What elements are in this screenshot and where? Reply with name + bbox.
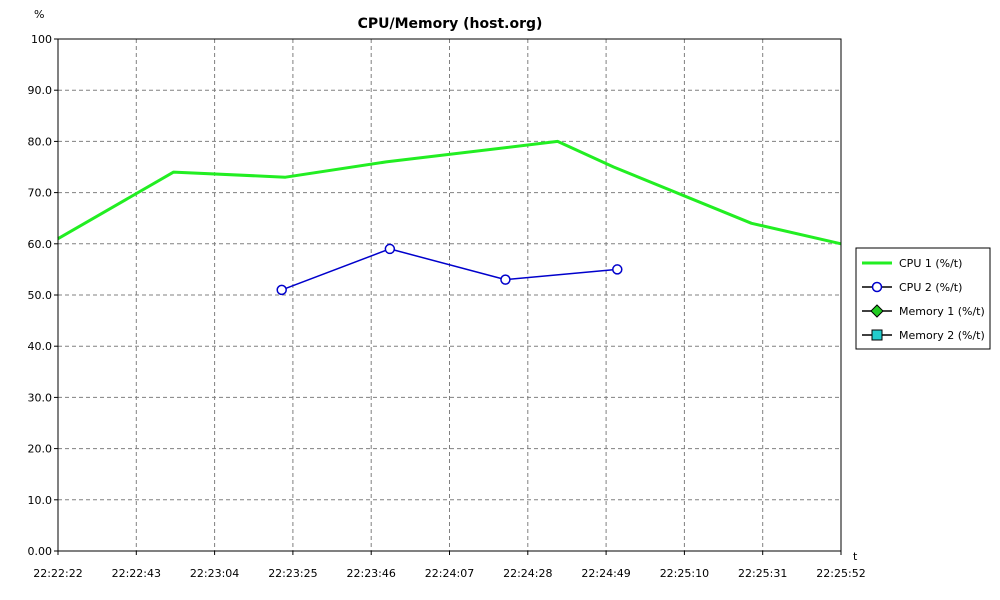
legend-swatch-marker — [871, 329, 883, 341]
axes: 0.00 10.0 20.0 30.0 40.0 50.0 60.0 70.0 80.0 90.0… — [28, 33, 866, 580]
legend-swatch-marker — [870, 304, 884, 318]
y-tick-label: 80.0 — [28, 135, 53, 148]
legend-label: Memory 2 (%/t) — [899, 329, 985, 342]
grid — [58, 39, 841, 551]
legend-item-4: Memory 2 (%/t) — [862, 329, 985, 342]
plot-border — [57, 38, 842, 552]
y-tick-label: 70.0 — [28, 187, 53, 200]
x-tick-label: 22:25:10 — [660, 567, 709, 580]
series-line — [57, 139, 842, 246]
series-layer — [57, 139, 842, 296]
chart-title: CPU/Memory (host.org) — [358, 16, 543, 32]
x-tick-label: 22:22:43 — [112, 567, 161, 580]
x-tick-label: 22:24:07 — [425, 567, 474, 580]
y-tick-label: 90.0 — [28, 84, 53, 97]
y-tick-label: 0.00 — [28, 545, 53, 558]
y-tick-label: 30.0 — [28, 391, 53, 404]
legend-label: Memory 1 (%/t) — [899, 305, 985, 318]
series-1 — [57, 139, 842, 246]
y-tick-label: 20.0 — [28, 443, 53, 456]
data-point — [384, 243, 396, 255]
data-point — [612, 264, 623, 275]
x-tick-label: 22:24:28 — [503, 567, 552, 580]
y-tick-label: 40.0 — [28, 340, 53, 353]
x-tick-label: 22:23:46 — [346, 567, 395, 580]
legend-item-3: Memory 1 (%/t) — [862, 304, 985, 318]
x-tick-label: 22:25:31 — [738, 567, 787, 580]
y-tick-label: 10.0 — [28, 494, 53, 507]
data-point — [276, 284, 287, 296]
y-axis-label: % — [34, 8, 44, 21]
series-2 — [276, 243, 623, 296]
legend-label: CPU 1 (%/t) — [899, 257, 962, 270]
x-tick-label: 22:24:49 — [581, 567, 630, 580]
legend: CPU 1 (%/t) CPU 2 (%/t) Memory 1 (%/t) Memo… — [855, 247, 991, 350]
series-line — [281, 248, 618, 291]
y-tick-label: 100 — [31, 33, 52, 46]
y-tick-label: 60.0 — [28, 238, 53, 251]
data-point — [500, 274, 511, 285]
x-tick-label: 22:22:22 — [33, 567, 82, 580]
x-axis-label: t — [853, 550, 858, 563]
x-tick-label: 22:23:25 — [268, 567, 317, 580]
legend-item-2: CPU 2 (%/t) — [862, 281, 962, 294]
legend-label: CPU 2 (%/t) — [899, 281, 962, 294]
x-tick-label: 22:25:52 — [816, 567, 865, 580]
y-tick-label: 50.0 — [28, 289, 53, 302]
legend-item-1: CPU 1 (%/t) — [862, 257, 962, 270]
legend-swatch-marker — [871, 281, 883, 293]
x-tick-label: 22:23:04 — [190, 567, 239, 580]
